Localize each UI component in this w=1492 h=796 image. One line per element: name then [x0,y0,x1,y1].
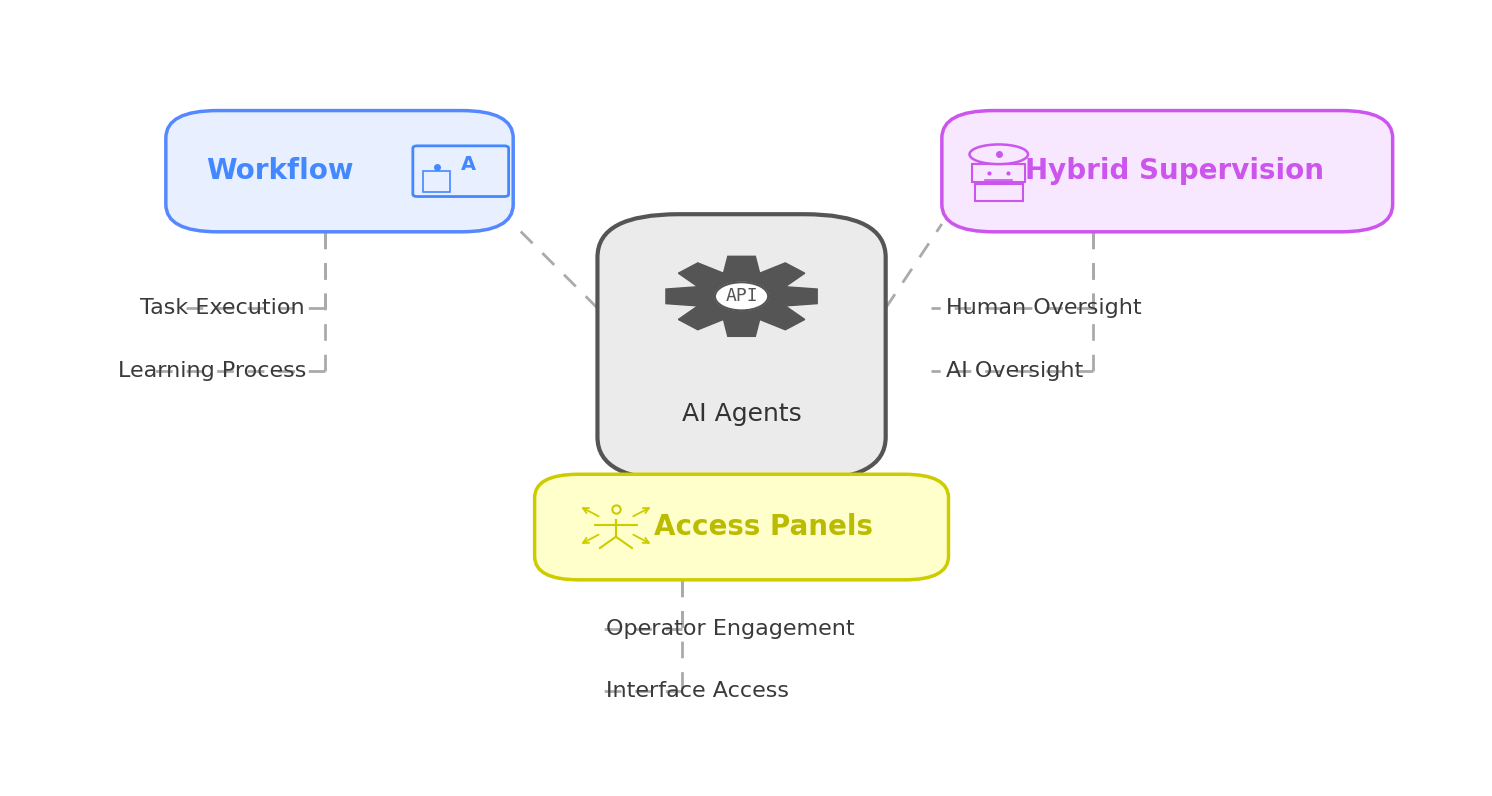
Text: Task Execution: Task Execution [140,298,304,318]
FancyBboxPatch shape [166,111,513,232]
Bar [973,164,1025,182]
Text: Access Panels: Access Panels [653,513,873,541]
Bar [424,171,451,193]
Bar [974,184,1022,201]
Text: Human Oversight: Human Oversight [946,298,1141,318]
Text: Learning Process: Learning Process [118,361,306,380]
Text: A: A [461,154,476,174]
Text: Interface Access: Interface Access [606,681,789,701]
FancyBboxPatch shape [597,214,886,480]
Polygon shape [665,256,818,337]
Text: AI Agents: AI Agents [682,402,801,426]
Text: Operator Engagement: Operator Engagement [606,618,855,638]
Circle shape [715,283,768,310]
FancyBboxPatch shape [941,111,1392,232]
FancyBboxPatch shape [534,474,949,579]
Text: API: API [725,287,758,306]
Text: Workflow: Workflow [207,157,354,185]
Text: Hybrid Supervision: Hybrid Supervision [1025,157,1325,185]
Text: AI Oversight: AI Oversight [946,361,1083,380]
